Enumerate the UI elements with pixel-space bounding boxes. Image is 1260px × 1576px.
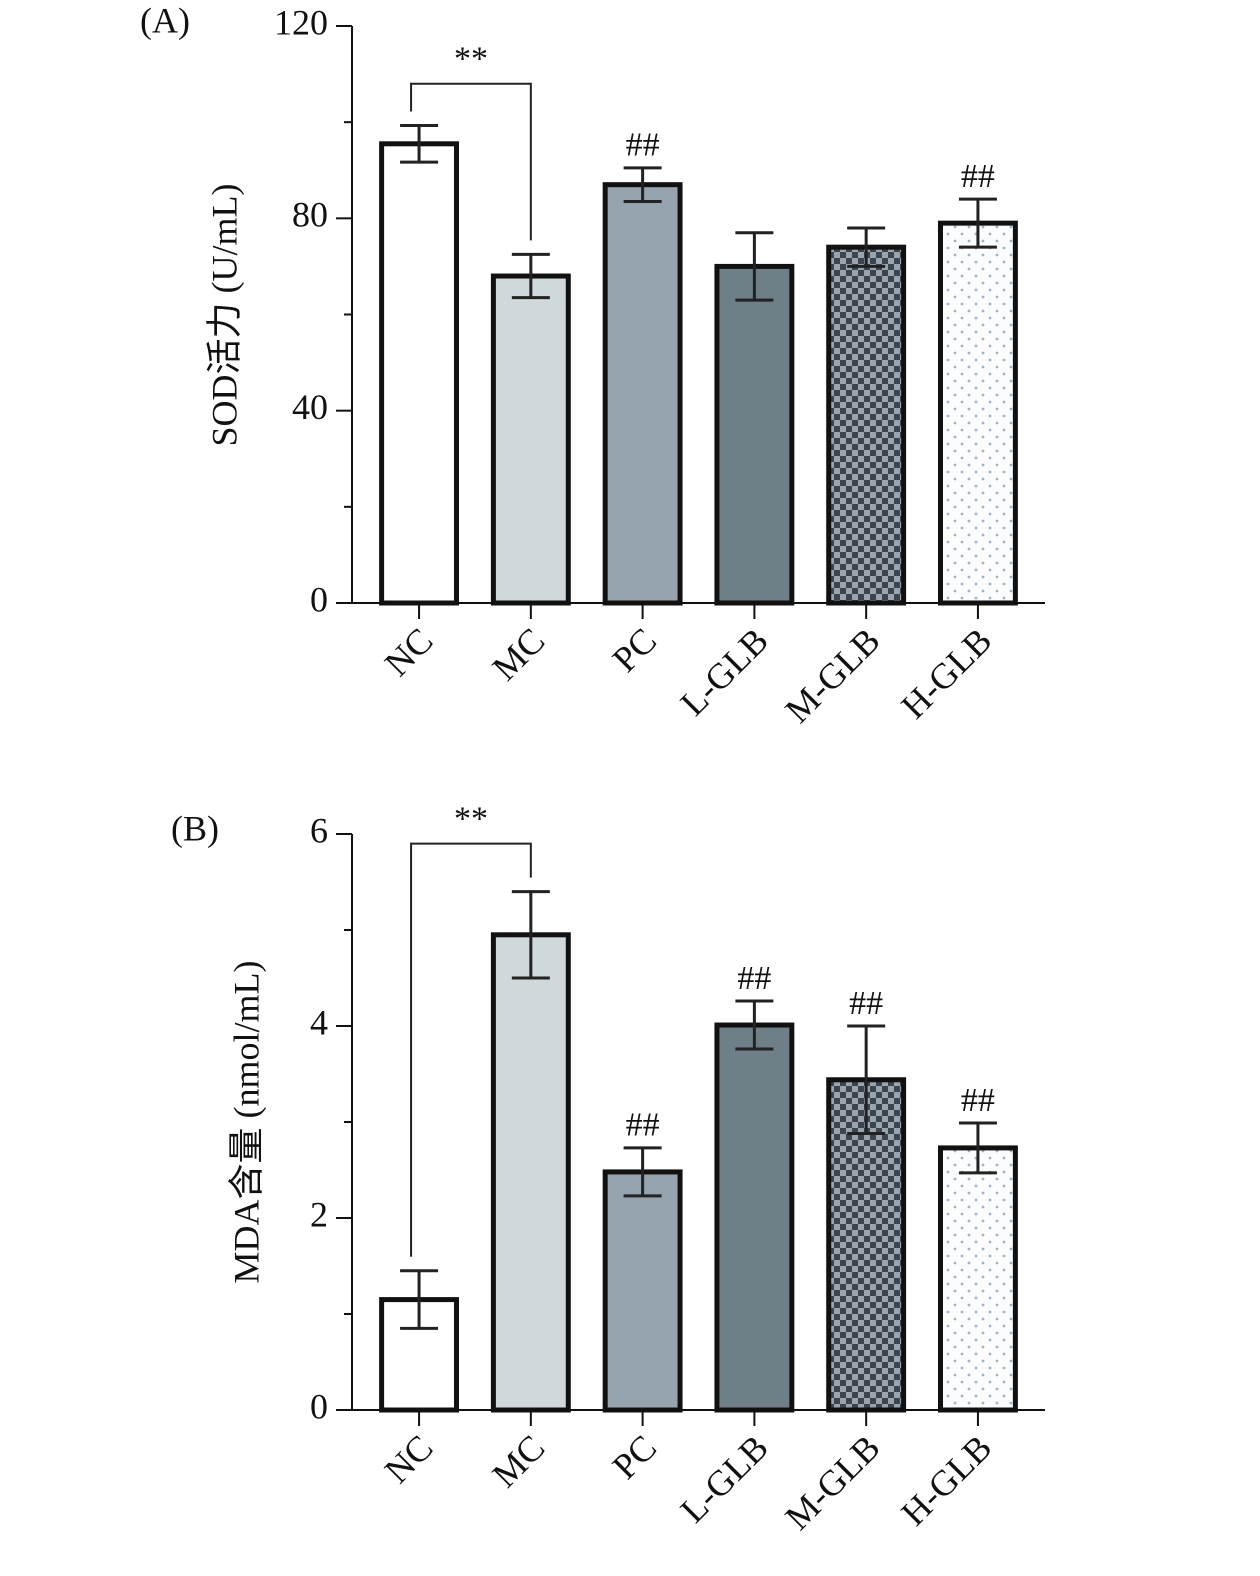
x-tick-label: H-GLB (893, 620, 999, 726)
x-tick-label: PC (605, 620, 664, 679)
x-tick-label: MC (484, 1427, 552, 1495)
bar (714, 1022, 795, 1413)
bar-label: ## (849, 985, 883, 1022)
significance-bracket (410, 82, 532, 241)
bar-label: ## (961, 1082, 995, 1119)
bar (490, 932, 571, 1413)
bar-label: ## (737, 960, 771, 997)
x-tick-label: L-GLB (673, 1427, 776, 1530)
bar (602, 1169, 683, 1413)
significance-label: ** (454, 800, 488, 837)
y-axis-label: MDA含量 (nmol/mL) (226, 961, 266, 1284)
x-tick-label: M-GLB (777, 1427, 887, 1537)
panel-label: (B) (171, 808, 219, 848)
x-tick-label: MC (484, 620, 552, 688)
x-tick-label: NC (377, 1427, 441, 1491)
chart-panel: (A) SOD活力 (U/mL) 0 40 80 120 NC MC PC ## L-GLB M-GL… (140, 0, 1045, 731)
bar (826, 244, 907, 606)
x-tick-label: NC (377, 620, 441, 684)
significance-bracket (410, 842, 532, 1257)
bar (379, 141, 460, 606)
bar-label: ## (961, 158, 995, 195)
x-tick-label: H-GLB (893, 1427, 999, 1533)
x-tick-label: M-GLB (777, 620, 887, 730)
bar (490, 273, 571, 606)
bar (602, 182, 683, 606)
panel-label: (A) (140, 0, 190, 40)
x-tick-label: PC (605, 1427, 664, 1486)
bar (937, 1145, 1018, 1413)
bar (937, 220, 1018, 606)
y-axis-label: SOD活力 (U/mL) (204, 184, 244, 447)
bar (714, 263, 795, 606)
y-tick-label: 0 (310, 1386, 328, 1426)
significance-label: ** (454, 40, 488, 77)
y-tick-label: 6 (310, 810, 328, 850)
chart-panel: (B) MDA含量 (nmol/mL) 0 2 4 6 NC MC PC ## L-GLB ## M-G… (171, 800, 1045, 1538)
y-tick-label: 2 (310, 1194, 328, 1234)
y-tick-label: 0 (310, 579, 328, 619)
y-tick-label: 120 (274, 2, 328, 42)
y-tick-label: 80 (292, 195, 328, 235)
x-tick-label: L-GLB (673, 620, 776, 723)
bar-label: ## (626, 1107, 660, 1144)
y-tick-label: 4 (310, 1002, 328, 1042)
bar-label: ## (626, 127, 660, 164)
y-tick-label: 40 (292, 387, 328, 427)
